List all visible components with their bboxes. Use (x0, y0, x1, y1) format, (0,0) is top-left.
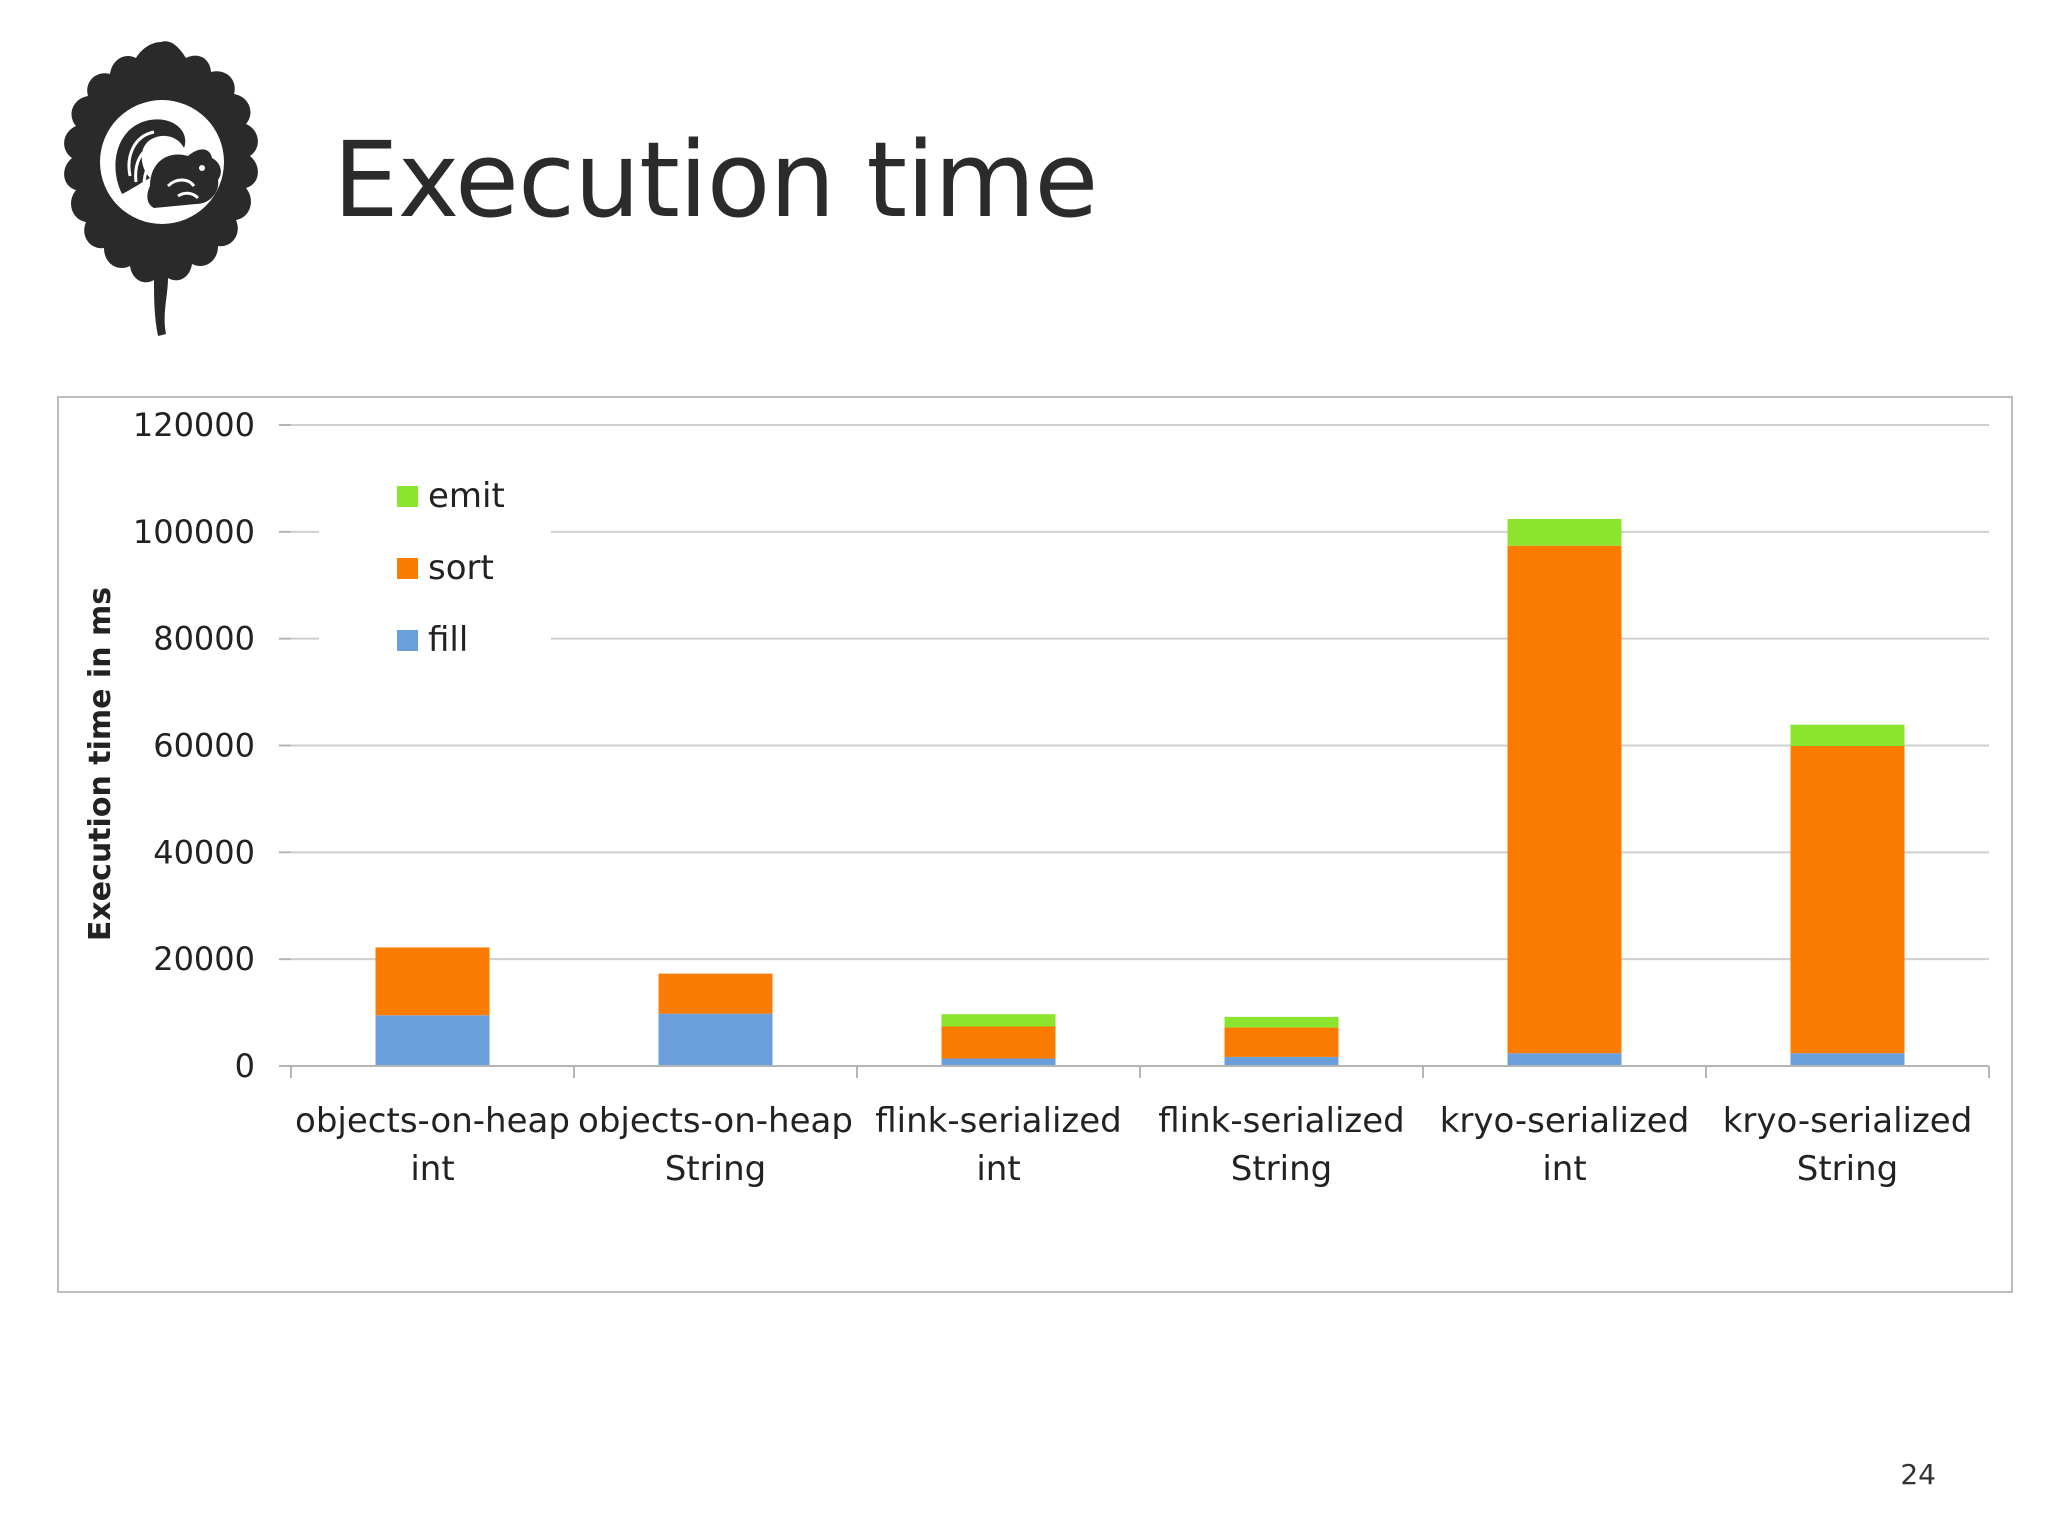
bar-segment-fill[interactable] (941, 1058, 1056, 1066)
y-tick-label: 100000 (133, 513, 255, 551)
bar-segment-fill[interactable] (1507, 1053, 1622, 1066)
y-tick-label: 60000 (153, 727, 255, 765)
x-tick-label: objects-on-heap (295, 1101, 570, 1141)
legend-label-emit: emit (428, 476, 505, 516)
x-tick-label: int (410, 1149, 454, 1189)
y-tick-label: 80000 (153, 620, 255, 658)
x-tick-label: objects-on-heap (578, 1101, 853, 1141)
legend-label-sort: sort (428, 548, 494, 588)
squirrel-oak-leaf-logo (64, 41, 258, 337)
slide-title: Execution time (333, 119, 1098, 241)
bar-segment-emit[interactable] (1790, 724, 1905, 747)
page-number: 24 (1900, 1458, 1936, 1491)
bar-segment-emit[interactable] (1224, 1016, 1339, 1028)
x-tick-label: kryo-serialized (1440, 1101, 1690, 1141)
bar-segment-sort[interactable] (375, 947, 490, 1016)
bar-segment-emit[interactable] (1507, 519, 1622, 546)
bar-segment-sort[interactable] (658, 973, 773, 1014)
bars (375, 519, 1905, 1066)
legend[interactable]: emit sort fill (397, 476, 505, 660)
legend-swatch-fill (397, 630, 418, 651)
y-axis-label: Execution time in ms (83, 587, 118, 941)
stacked-bar-chart: 0 20000 40000 60000 80000 100000 120000 objects… (83, 406, 1990, 1189)
x-tick-label: String (1797, 1149, 1898, 1189)
bar-segment-fill[interactable] (375, 1015, 490, 1066)
y-tick-label: 120000 (133, 406, 255, 444)
legend-label-fill: fill (428, 620, 468, 660)
x-tick-label: String (1231, 1149, 1332, 1189)
chart-frame: 0 20000 40000 60000 80000 100000 120000 objects… (57, 396, 2013, 1293)
x-tick-label: int (1542, 1149, 1586, 1189)
squirrel-tail (115, 119, 186, 194)
y-tick-label: 0 (235, 1047, 255, 1085)
legend-swatch-emit (397, 486, 418, 507)
y-tick-label: 40000 (153, 833, 255, 871)
legend-swatch-sort (397, 558, 418, 579)
x-tick-label: flink-serialized (1158, 1101, 1405, 1141)
bar-segment-fill[interactable] (658, 1013, 773, 1066)
bar-segment-sort[interactable] (941, 1026, 1056, 1059)
bar-segment-fill[interactable] (1224, 1056, 1339, 1066)
x-tick-label: flink-serialized (875, 1101, 1122, 1141)
gridlines (291, 424, 1989, 961)
bar-segment-fill[interactable] (1790, 1053, 1905, 1066)
x-tick-label: int (976, 1149, 1020, 1189)
bar-segment-sort[interactable] (1790, 746, 1905, 1054)
bar-segment-sort[interactable] (1224, 1027, 1339, 1057)
y-tick-label: 20000 (153, 940, 255, 978)
bar-segment-sort[interactable] (1507, 545, 1622, 1054)
x-tick-label: String (665, 1149, 766, 1189)
bar-segment-emit[interactable] (941, 1014, 1056, 1027)
axes: 0 20000 40000 60000 80000 100000 120000 objects… (133, 406, 1990, 1189)
x-tick-label: kryo-serialized (1723, 1101, 1973, 1141)
